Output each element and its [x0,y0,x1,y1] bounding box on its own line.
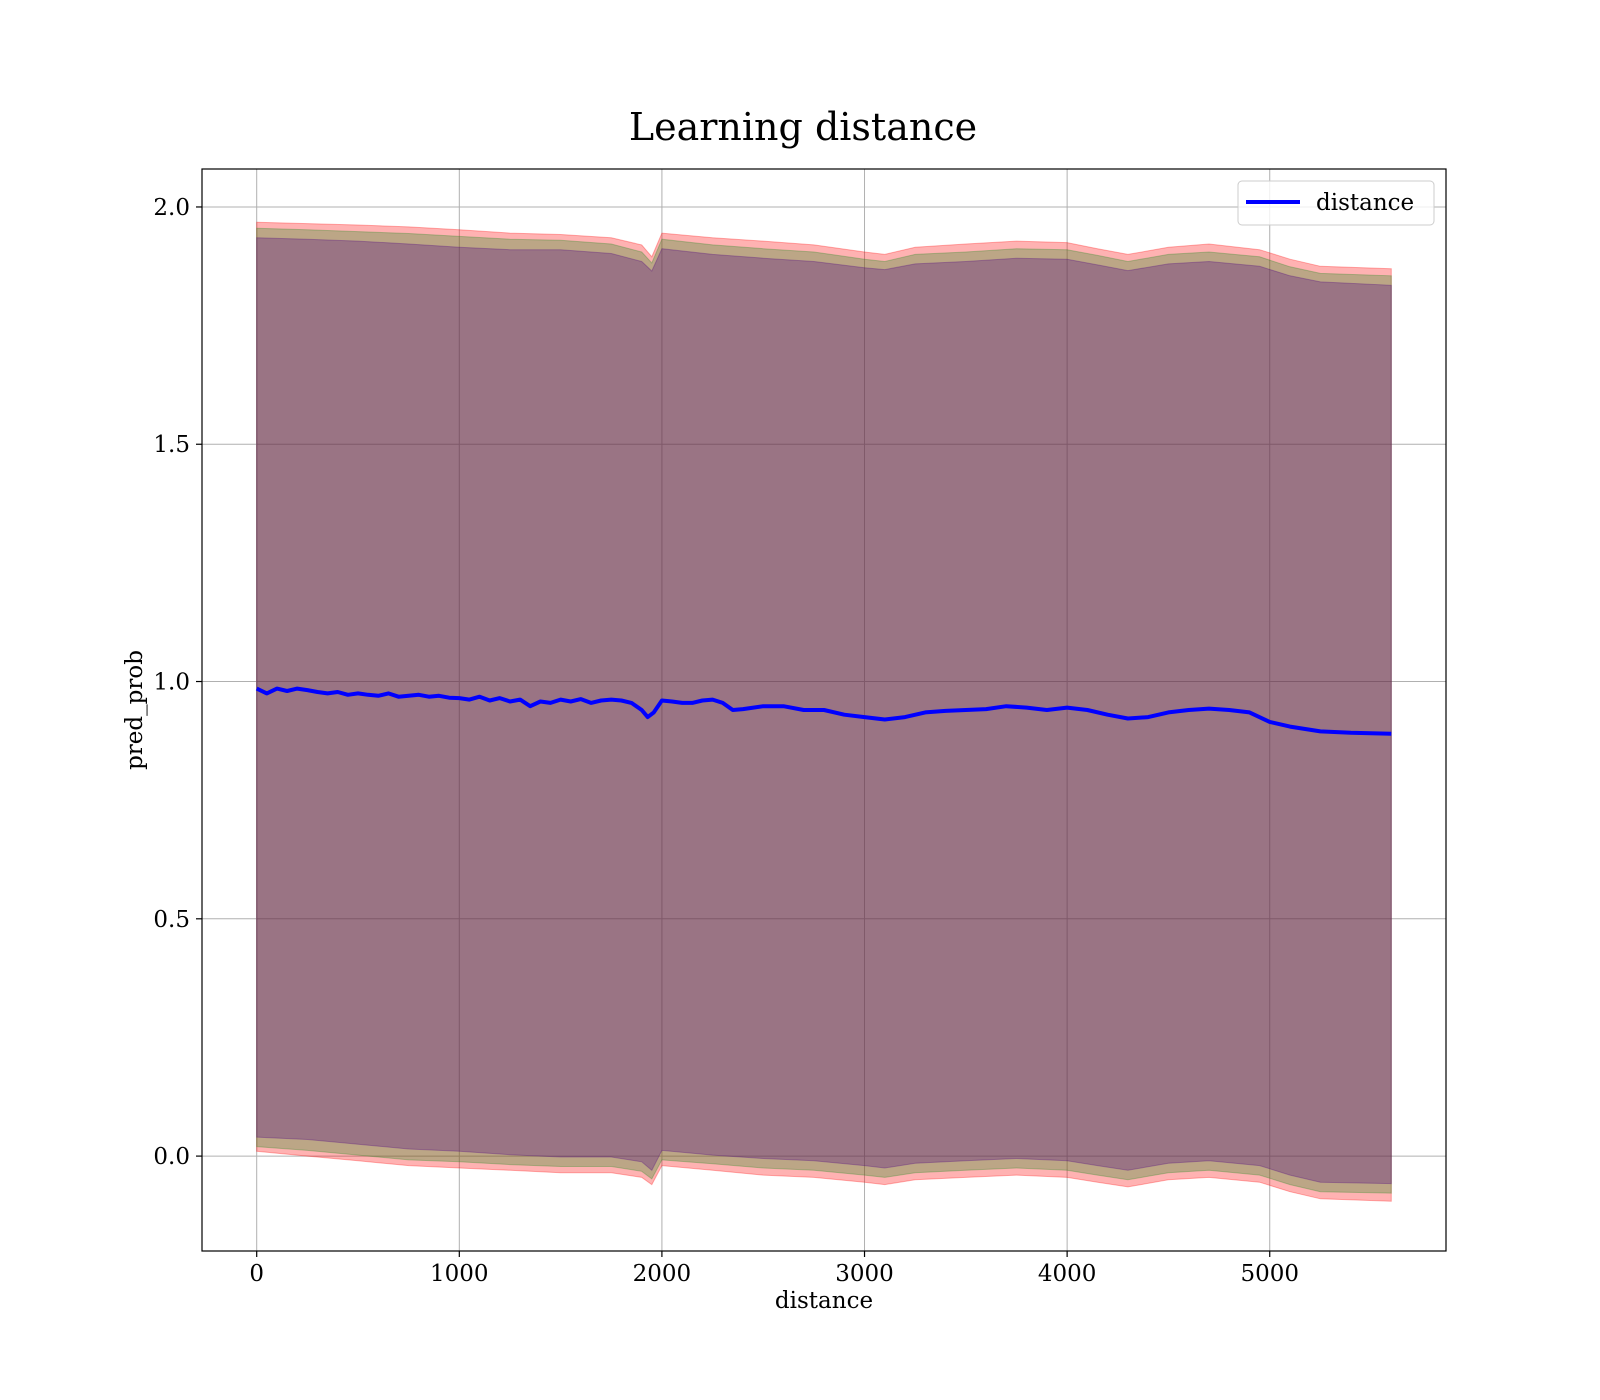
x-tick-label: 1000 [430,1261,489,1287]
legend: distance [1237,180,1435,226]
x-tick-label: 5000 [1240,1261,1299,1287]
y-tick-label: 1.0 [153,670,190,696]
x-tick-label: 0 [249,1261,264,1287]
x-tick-label: 2000 [633,1261,692,1287]
plot-frame [201,168,1447,1252]
x-tick-label: 3000 [835,1261,894,1287]
y-tick-label: 2.0 [153,195,190,221]
y-axis-ticks: 0.0 0.5 1.0 1.5 2.0 [153,195,202,1170]
x-axis-label: distance [775,1288,873,1314]
line-layer [255,686,1392,736]
y-axis-label: pred_prob [122,650,148,770]
y-tick-label: 1.5 [153,432,190,458]
legend-box [1237,180,1435,226]
x-tick-label: 4000 [1038,1261,1097,1287]
x-axis-ticks: 0 1000 2000 3000 4000 5000 [249,1251,1299,1287]
chart-title: Learning distance [629,105,977,149]
series-line-distance [255,686,1392,736]
y-tick-label: 0.0 [153,1144,190,1170]
legend-label-distance: distance [1316,190,1414,216]
y-tick-label: 0.5 [153,907,190,933]
